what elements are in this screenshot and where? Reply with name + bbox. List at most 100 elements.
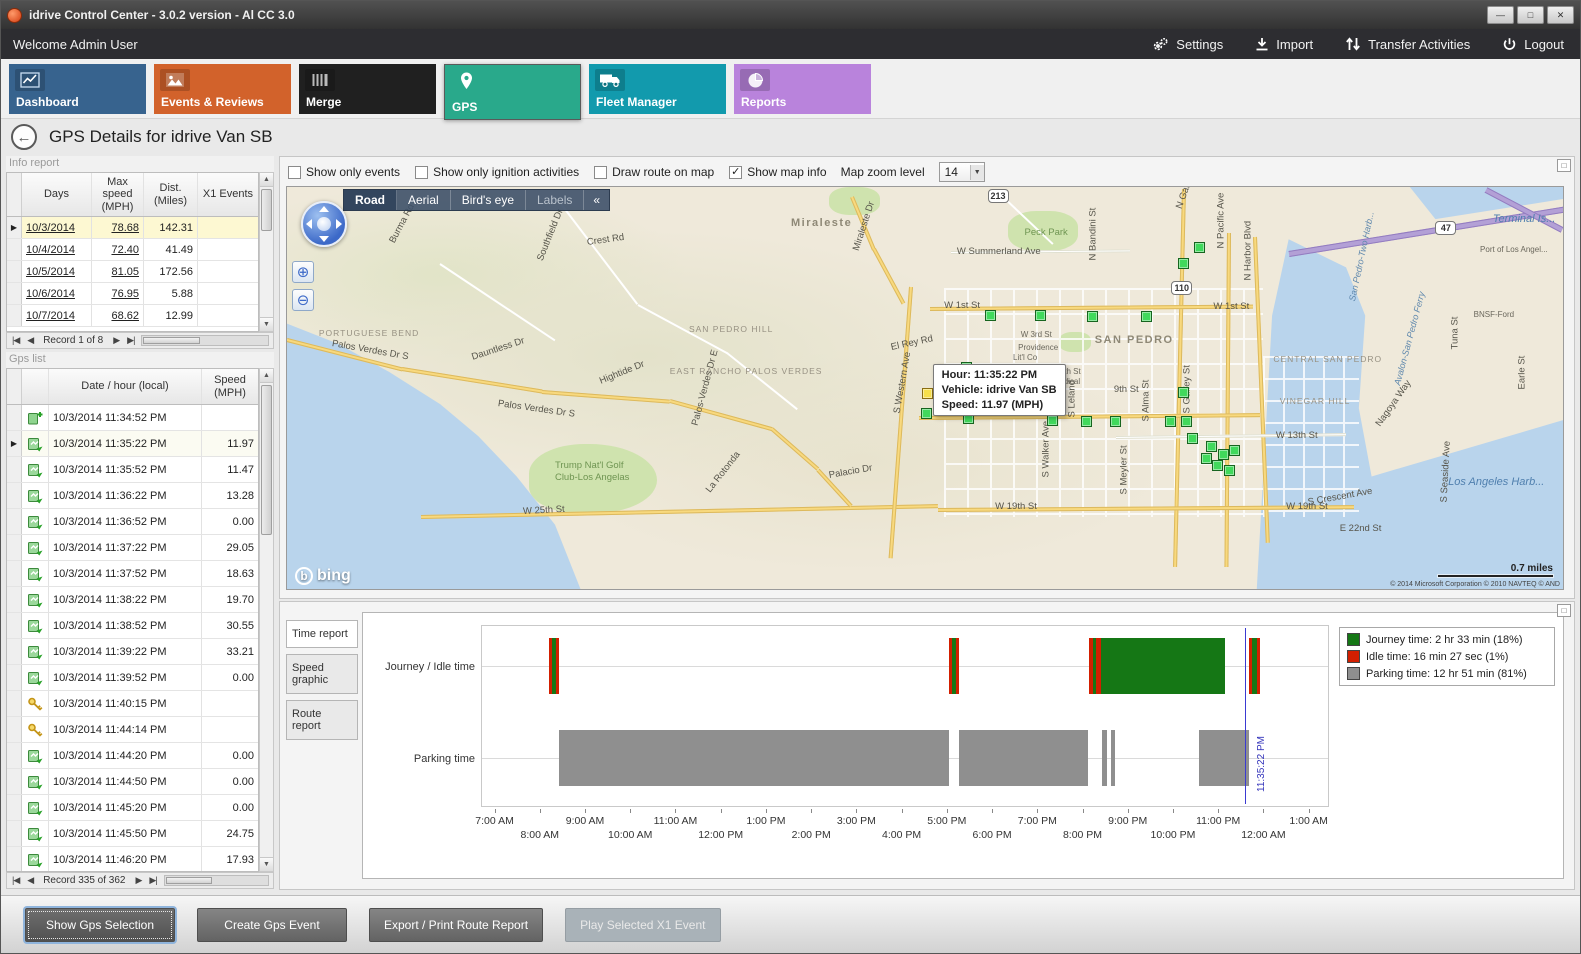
scroll-thumb[interactable] (261, 385, 272, 535)
datetime-cell[interactable]: 10/3/2014 11:40:15 PM (49, 691, 202, 716)
map-marker-selected[interactable] (922, 388, 934, 399)
map-view-tab-road[interactable]: Road (344, 190, 397, 210)
gps-list-row[interactable]: 10/3/2014 11:46:20 PM 17.93 (7, 847, 258, 871)
map-marker[interactable] (1200, 453, 1212, 465)
report-tab-speed-graphic[interactable]: Speed graphic (286, 654, 358, 694)
datetime-cell[interactable]: 10/3/2014 11:44:20 PM (49, 743, 202, 768)
datetime-cell[interactable]: 10/3/2014 11:46:20 PM (49, 847, 202, 871)
next-record-button[interactable]: ▶ (113, 335, 120, 345)
nav-tile-events-reviews[interactable]: Events & Reviews (154, 64, 291, 114)
prev-record-button[interactable]: ◀ (27, 335, 34, 345)
gps-list-row[interactable]: 10/3/2014 11:38:22 PM 19.70 (7, 587, 258, 613)
map-marker[interactable] (1223, 465, 1235, 477)
datetime-cell[interactable]: 10/3/2014 11:45:50 PM (49, 821, 202, 846)
map-zoom-in-button[interactable]: ⊕ (292, 261, 314, 283)
footer-button-create-gps-event[interactable]: Create Gps Event (197, 907, 347, 942)
column-header[interactable]: Date / hour (local) (49, 369, 202, 404)
map-marker[interactable] (1034, 309, 1046, 321)
map-view-tab-aerial[interactable]: Aerial (397, 190, 451, 210)
nav-tile-merge[interactable]: Merge (299, 64, 436, 114)
column-header[interactable] (22, 369, 49, 404)
pan-down-icon[interactable] (319, 236, 329, 242)
scroll-up-icon[interactable]: ▲ (260, 369, 273, 383)
datetime-cell[interactable]: 10/3/2014 11:37:22 PM (49, 535, 202, 560)
days-cell[interactable]: 10/5/2014 (22, 261, 92, 282)
menubar-transfer-activities[interactable]: Transfer Activities (1329, 29, 1486, 59)
scroll-thumb[interactable] (261, 189, 272, 231)
info-report-row[interactable]: 10/6/2014 76.95 5.88 (7, 283, 258, 305)
map-view-tab-labels[interactable]: Labels (526, 190, 585, 210)
map-marker[interactable] (1212, 459, 1224, 471)
days-cell[interactable]: 10/3/2014 (22, 217, 92, 238)
pager-scrollbar[interactable] (141, 335, 269, 346)
map-marker[interactable] (1205, 440, 1217, 452)
last-record-button[interactable]: ▶| (127, 335, 135, 345)
gps-list-row[interactable]: 10/3/2014 11:36:52 PM 0.00 (7, 509, 258, 535)
nav-tile-reports[interactable]: Reports (734, 64, 871, 114)
map-zoom-select[interactable]: 14 ▼ (938, 162, 985, 182)
menubar-settings[interactable]: Settings (1135, 29, 1239, 59)
map-marker[interactable] (1087, 310, 1099, 322)
gps-list-row[interactable]: 10/3/2014 11:37:22 PM 29.05 (7, 535, 258, 561)
first-record-button[interactable]: |◀ (12, 335, 20, 345)
gps-list-row[interactable]: 10/3/2014 11:40:15 PM (7, 691, 258, 717)
pan-up-icon[interactable] (319, 206, 329, 212)
gps-list-row[interactable]: 10/3/2014 11:39:22 PM 33.21 (7, 639, 258, 665)
map-marker[interactable] (921, 407, 933, 419)
datetime-cell[interactable]: 10/3/2014 11:35:52 PM (49, 457, 202, 482)
pan-left-icon[interactable] (306, 219, 312, 229)
last-record-button[interactable]: ▶| (149, 875, 157, 885)
gps-list-row[interactable]: ▶ 10/3/2014 11:35:22 PM 11.97 (7, 431, 258, 457)
checkbox-draw-route-on-map[interactable]: Draw route on map (594, 165, 714, 179)
maximize-button[interactable]: □ (1517, 6, 1544, 24)
map-view-tab-bird-s-eye[interactable]: Bird's eye (451, 190, 526, 210)
map-zoom-out-button[interactable]: ⊖ (292, 289, 314, 311)
gps-list-row[interactable]: 10/3/2014 11:37:52 PM 18.63 (7, 561, 258, 587)
gps-list-row[interactable]: 10/3/2014 11:34:52 PM (7, 405, 258, 431)
map-marker[interactable] (1164, 415, 1176, 427)
map-marker[interactable] (1047, 414, 1059, 426)
next-record-button[interactable]: ▶ (135, 875, 142, 885)
gps-list-row[interactable]: 10/3/2014 11:44:20 PM 0.00 (7, 743, 258, 769)
datetime-cell[interactable]: 10/3/2014 11:44:50 PM (49, 769, 202, 794)
gps-list-row[interactable]: 10/3/2014 11:44:14 PM (7, 717, 258, 743)
datetime-cell[interactable]: 10/3/2014 11:36:52 PM (49, 509, 202, 534)
menubar-logout[interactable]: Logout (1486, 29, 1580, 59)
map-marker[interactable] (1110, 415, 1122, 427)
menubar-import[interactable]: Import (1239, 29, 1329, 59)
info-report-row[interactable]: ▶ 10/3/2014 78.68 142.31 (7, 217, 258, 239)
info-grid-scrollbar[interactable]: ▲ ▼ (259, 172, 274, 332)
pager-scrollbar[interactable] (163, 875, 269, 886)
days-cell[interactable]: 10/7/2014 (22, 305, 92, 326)
pan-right-icon[interactable] (336, 219, 342, 229)
maximize-panel-button[interactable]: □ (1557, 159, 1571, 172)
datetime-cell[interactable]: 10/3/2014 11:45:20 PM (49, 795, 202, 820)
map-marker[interactable] (1194, 242, 1206, 254)
map-marker[interactable] (984, 309, 996, 321)
gps-list-row[interactable]: 10/3/2014 11:45:50 PM 24.75 (7, 821, 258, 847)
datetime-cell[interactable]: 10/3/2014 11:36:22 PM (49, 483, 202, 508)
gps-list-row[interactable]: 10/3/2014 11:44:50 PM 0.00 (7, 769, 258, 795)
scroll-down-icon[interactable]: ▼ (260, 317, 273, 331)
pager-scroll-thumb[interactable] (143, 337, 200, 344)
days-cell[interactable]: 10/6/2014 (22, 283, 92, 304)
checkbox-show-only-ignition-activities[interactable]: Show only ignition activities (415, 165, 579, 179)
gps-list-row[interactable]: 10/3/2014 11:38:52 PM 30.55 (7, 613, 258, 639)
column-header[interactable]: Max speed (MPH) (92, 173, 144, 216)
map-marker[interactable] (1080, 415, 1092, 427)
collapse-map-bar-button[interactable]: « (593, 193, 601, 207)
close-button[interactable]: ✕ (1547, 6, 1574, 24)
nav-tile-dashboard[interactable]: Dashboard (9, 64, 146, 114)
map-marker[interactable] (1181, 415, 1193, 427)
column-header[interactable]: Dist. (Miles) (144, 173, 198, 216)
datetime-cell[interactable]: 10/3/2014 11:38:22 PM (49, 587, 202, 612)
map-pan-control[interactable] (301, 201, 347, 247)
report-tab-route-report[interactable]: Route report (286, 700, 358, 740)
datetime-cell[interactable]: 10/3/2014 11:39:22 PM (49, 639, 202, 664)
datetime-cell[interactable]: 10/3/2014 11:38:52 PM (49, 613, 202, 638)
back-button[interactable]: ← (11, 124, 37, 150)
map-marker[interactable] (1186, 433, 1198, 445)
nav-tile-fleet-manager[interactable]: Fleet Manager (589, 64, 726, 114)
map-marker[interactable] (1177, 386, 1189, 398)
gps-grid-scrollbar[interactable]: ▲ ▼ (259, 368, 274, 872)
